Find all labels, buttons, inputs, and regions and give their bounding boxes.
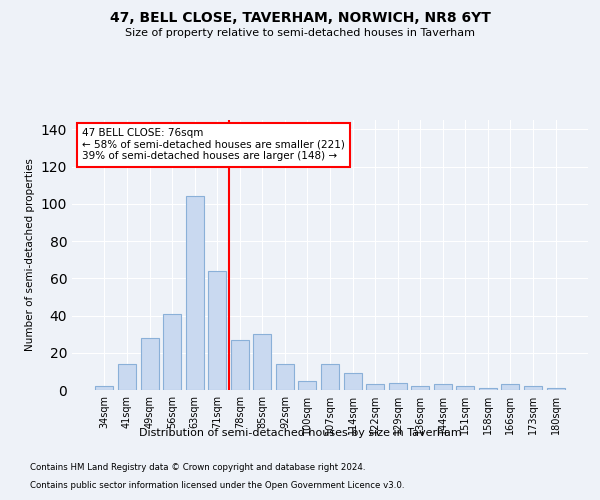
Bar [411,386,429,390]
Text: Size of property relative to semi-detached houses in Taverham: Size of property relative to semi-detach… [125,28,475,38]
Bar [95,386,113,390]
Bar [524,386,542,390]
Bar [163,314,181,390]
Bar [366,384,384,390]
Bar [231,340,249,390]
Bar [276,364,294,390]
Bar [456,386,475,390]
Bar [389,382,407,390]
Bar [321,364,339,390]
Bar [344,373,362,390]
Text: Contains HM Land Registry data © Crown copyright and database right 2024.: Contains HM Land Registry data © Crown c… [30,463,365,472]
Bar [140,338,158,390]
Bar [479,388,497,390]
Bar [253,334,271,390]
Bar [502,384,520,390]
Bar [547,388,565,390]
Text: Contains public sector information licensed under the Open Government Licence v3: Contains public sector information licen… [30,482,404,490]
Bar [298,380,316,390]
Bar [185,196,204,390]
Text: 47 BELL CLOSE: 76sqm
← 58% of semi-detached houses are smaller (221)
39% of semi: 47 BELL CLOSE: 76sqm ← 58% of semi-detac… [82,128,345,162]
Bar [434,384,452,390]
Bar [208,271,226,390]
Y-axis label: Number of semi-detached properties: Number of semi-detached properties [25,158,35,352]
Text: Distribution of semi-detached houses by size in Taverham: Distribution of semi-detached houses by … [139,428,461,438]
Bar [118,364,136,390]
Text: 47, BELL CLOSE, TAVERHAM, NORWICH, NR8 6YT: 47, BELL CLOSE, TAVERHAM, NORWICH, NR8 6… [110,10,490,24]
